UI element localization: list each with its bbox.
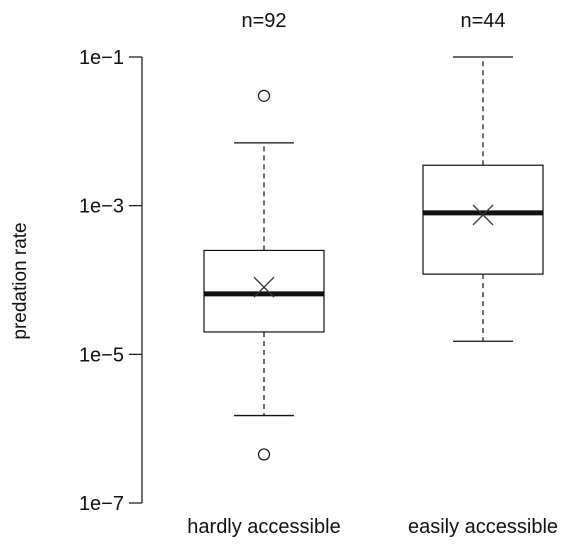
mean-marker-stroke-b [253, 276, 275, 298]
sample-size-label: n=44 [460, 10, 505, 32]
category-label: easily accessible [408, 516, 558, 538]
box-group-hardly-accessible [203, 89, 325, 461]
outlier-point [257, 89, 271, 102]
mean-marker-stroke-b [472, 204, 494, 226]
outlier-point [257, 448, 271, 461]
y-axis-title: predation rate [10, 222, 31, 339]
y-axis: 1e−7 1e−5 1e−3 1e−1 [79, 47, 143, 515]
y-tick-label: 1e−5 [79, 344, 124, 366]
axis-labels: predation rate n=92 hardly accessible n=44 e… [10, 10, 558, 538]
y-tick-label: 1e−1 [79, 47, 124, 69]
category-label: hardly accessible [187, 516, 340, 538]
iqr-box [203, 249, 325, 333]
y-tick-label: 1e−3 [79, 196, 124, 218]
sample-size-label: n=92 [241, 10, 286, 32]
y-tick-label: 1e−7 [79, 493, 124, 515]
box-series [203, 56, 544, 461]
iqr-box [422, 164, 544, 275]
box-group-easily-accessible [422, 56, 544, 342]
